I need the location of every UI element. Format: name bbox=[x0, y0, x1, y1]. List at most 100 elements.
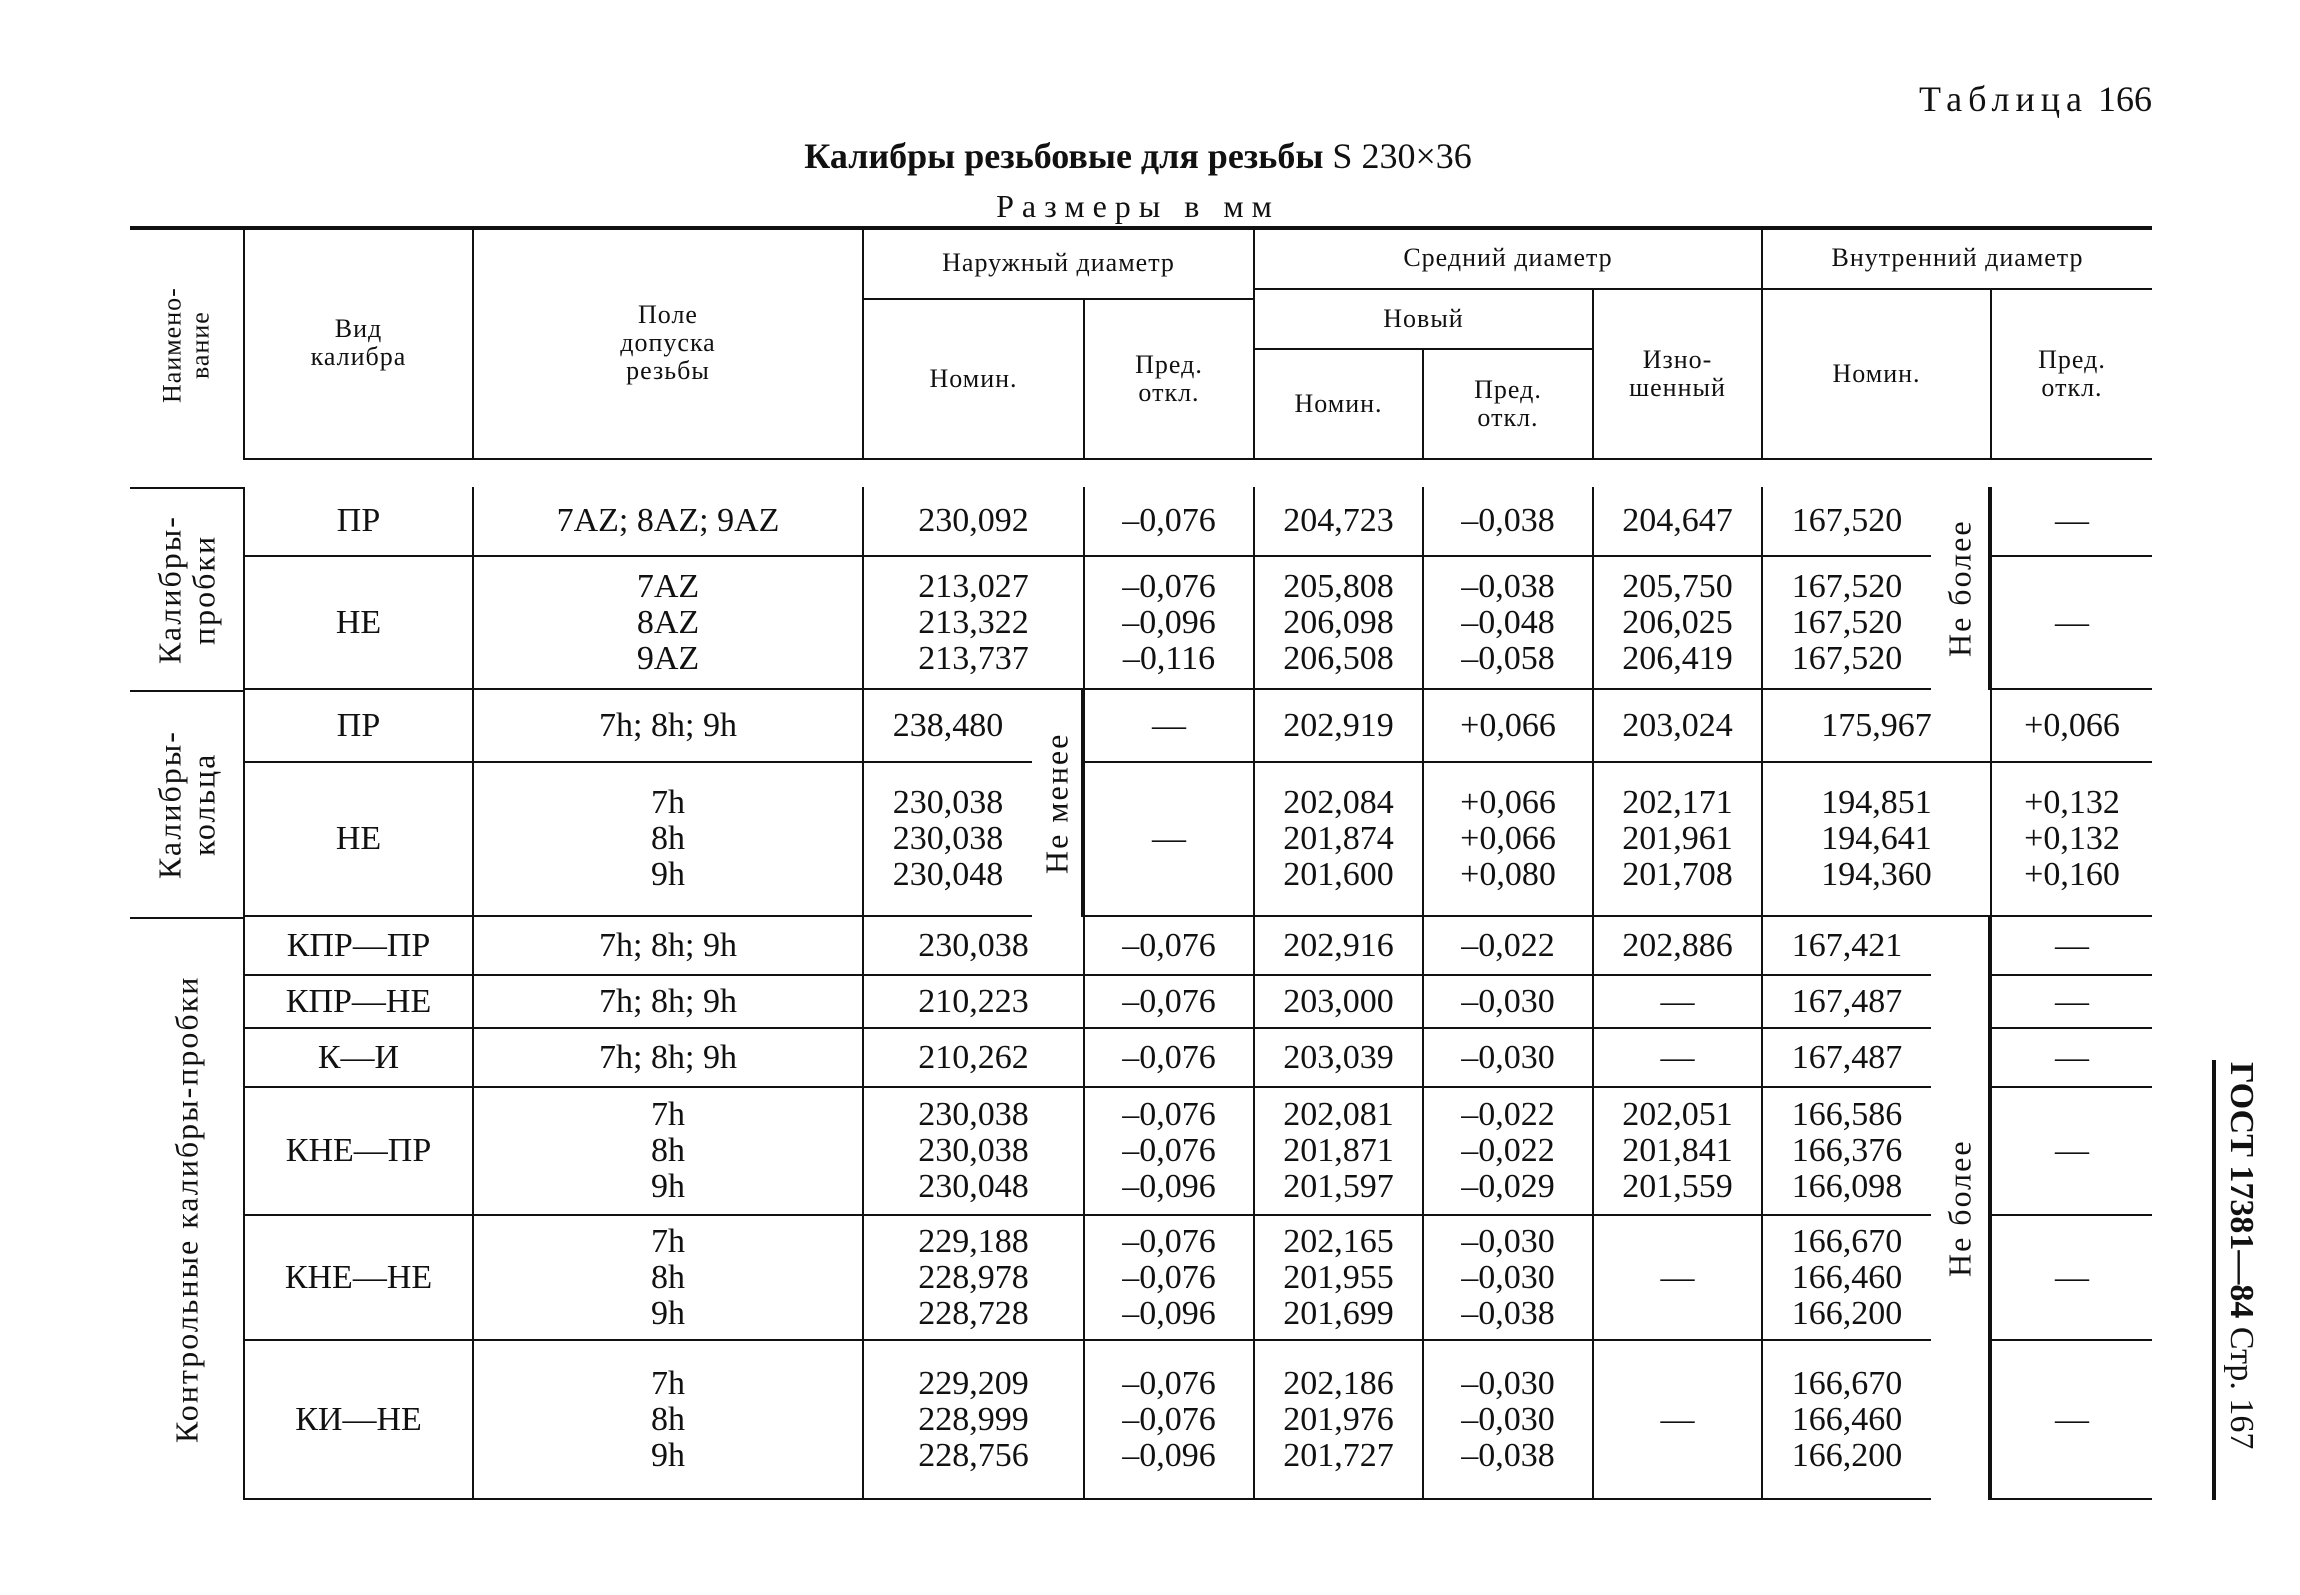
table-top-rule bbox=[130, 226, 2152, 230]
table-cell-outer-nom: 210,223 bbox=[862, 976, 1083, 1029]
table-cell-inner-dev: — bbox=[1990, 1029, 2152, 1088]
table-cell-mid-nom: 202,084 201,874 201,600 bbox=[1253, 763, 1422, 917]
table-cell-outer-dev: –0,076 bbox=[1083, 1029, 1253, 1088]
table-cell-outer-nom: 230,038 230,038 230,048 bbox=[862, 763, 1032, 917]
table-cell-outer-nom: 238,480 bbox=[862, 690, 1032, 763]
table-cell-tolerance: 7h 8h 9h bbox=[472, 763, 862, 917]
table-cell-inner-dev: — bbox=[1990, 1088, 2152, 1216]
table-cell-tolerance: 7AZ 8AZ 9AZ bbox=[472, 557, 862, 690]
header-tolerance-field: Поле допуска резьбы bbox=[472, 228, 862, 460]
header-pitch-new: Новый bbox=[1253, 290, 1592, 350]
header-pitch-deviation: Пред. откл. bbox=[1422, 350, 1592, 460]
table-cell-outer-dev: –0,076 bbox=[1083, 976, 1253, 1029]
table-cell-mid-dev: –0,038 bbox=[1422, 487, 1592, 557]
standard-number: ГОСТ 17381—84 bbox=[2223, 1062, 2260, 1319]
header-outer-diameter: Наружный диаметр bbox=[862, 228, 1253, 300]
table-cell-type: КПР—ПР bbox=[243, 917, 472, 976]
table-title: Калибры резьбовые для резьбы S 230×36 bbox=[0, 135, 2276, 177]
table-cell-inner-dev: +0,066 bbox=[1990, 690, 2152, 763]
table-cell-inner-nom: 167,520 167,520 167,520 bbox=[1761, 557, 1931, 690]
table-cell-inner-dev: — bbox=[1990, 976, 2152, 1029]
table-cell-tolerance: 7h; 8h; 9h bbox=[472, 976, 862, 1029]
table-cell-mid-dev: –0,022 bbox=[1422, 917, 1592, 976]
table-cell-outer-nom: 210,262 bbox=[862, 1029, 1083, 1088]
table-label-text: Таблица bbox=[1919, 79, 2088, 119]
table-cell-outer-dev: –0,076 –0,076 –0,096 bbox=[1083, 1216, 1253, 1341]
table-cell-mid-nom: 202,081 201,871 201,597 bbox=[1253, 1088, 1422, 1216]
table-cell-tolerance: 7h; 8h; 9h bbox=[472, 1029, 862, 1088]
table-cell-worn: — bbox=[1592, 1216, 1761, 1341]
note-not-more: Не более bbox=[1931, 917, 1990, 1500]
header-outer-nominal: Номин. bbox=[862, 300, 1083, 460]
header-pitch-diameter: Средний диаметр bbox=[1253, 228, 1761, 290]
table-cell-inner-dev: — bbox=[1990, 1216, 2152, 1341]
units-caption: Размеры в мм bbox=[996, 188, 1280, 224]
table-cell-inner-nom: 167,487 bbox=[1761, 1029, 1931, 1088]
table-cell-tolerance: 7h; 8h; 9h bbox=[472, 917, 862, 976]
table-cell-worn: 202,051 201,841 201,559 bbox=[1592, 1088, 1761, 1216]
table-cell-outer-nom: 230,038 bbox=[862, 917, 1083, 976]
table-cell-mid-dev: –0,022 –0,022 –0,029 bbox=[1422, 1088, 1592, 1216]
table-cell-tolerance: 7h 8h 9h bbox=[472, 1088, 862, 1216]
table-cell-mid-nom: 202,916 bbox=[1253, 917, 1422, 976]
table-cell-mid-nom: 205,808 206,098 206,508 bbox=[1253, 557, 1422, 690]
table-cell-inner-nom: 167,520 bbox=[1761, 487, 1931, 557]
table-cell-outer-dev: –0,076 –0,096 –0,116 bbox=[1083, 557, 1253, 690]
table-cell-outer-dev: — bbox=[1083, 763, 1253, 917]
header-pitch-nominal: Номин. bbox=[1253, 350, 1422, 460]
note-not-more: Не более bbox=[1931, 487, 1990, 690]
group-label: Контрольные калибры-пробки bbox=[130, 917, 243, 1500]
table-cell-worn: 202,886 bbox=[1592, 917, 1761, 976]
table-number: 166 bbox=[2098, 79, 2152, 119]
table-cell-mid-dev: –0,030 –0,030 –0,038 bbox=[1422, 1341, 1592, 1500]
table-cell-type: НЕ bbox=[243, 763, 472, 917]
side-rule bbox=[2212, 1060, 2266, 1500]
table-cell-mid-dev: –0,030 –0,030 –0,038 bbox=[1422, 1216, 1592, 1341]
table-cell-outer-dev: — bbox=[1083, 690, 1253, 763]
table-cell-outer-dev: –0,076 bbox=[1083, 487, 1253, 557]
table-cell-outer-dev: –0,076 –0,076 –0,096 bbox=[1083, 1341, 1253, 1500]
table-cell-inner-nom: 167,487 bbox=[1761, 976, 1931, 1029]
table-cell-inner-nom: 175,967 bbox=[1761, 690, 1990, 763]
table-cell-inner-nom: 194,851 194,641 194,360 bbox=[1761, 763, 1990, 917]
table-cell-inner-nom: 166,586 166,376 166,098 bbox=[1761, 1088, 1931, 1216]
table-cell-mid-dev: –0,030 bbox=[1422, 976, 1592, 1029]
note-not-less: Не менее bbox=[1032, 690, 1083, 917]
header-outer-deviation: Пред. откл. bbox=[1083, 300, 1253, 460]
table-cell-outer-nom: 230,038 230,038 230,048 bbox=[862, 1088, 1083, 1216]
table-cell-outer-dev: –0,076 –0,076 –0,096 bbox=[1083, 1088, 1253, 1216]
header-gauge-type: Вид калибра bbox=[243, 228, 472, 460]
table-cell-inner-nom: 166,670 166,460 166,200 bbox=[1761, 1216, 1931, 1341]
table-cell-inner-nom: 166,670 166,460 166,200 bbox=[1761, 1341, 1931, 1500]
header-inner-nominal: Номин. bbox=[1761, 290, 1990, 460]
group-label: Калибры- кольца bbox=[130, 690, 243, 917]
table-cell-outer-nom: 229,188 228,978 228,728 bbox=[862, 1216, 1083, 1341]
table-cell-mid-dev: –0,038 –0,048 –0,058 bbox=[1422, 557, 1592, 690]
table-cell-mid-dev: +0,066 +0,066 +0,080 bbox=[1422, 763, 1592, 917]
table-cell-mid-dev: –0,030 bbox=[1422, 1029, 1592, 1088]
table-cell-mid-dev: +0,066 bbox=[1422, 690, 1592, 763]
table-cell-mid-nom: 203,000 bbox=[1253, 976, 1422, 1029]
table-cell-worn: 203,024 bbox=[1592, 690, 1761, 763]
table-cell-type: ПР bbox=[243, 690, 472, 763]
table-cell-inner-dev: — bbox=[1990, 1341, 2152, 1500]
table-cell-worn: — bbox=[1592, 976, 1761, 1029]
table-cell-outer-dev: –0,076 bbox=[1083, 917, 1253, 976]
table-cell-worn: 202,171 201,961 201,708 bbox=[1592, 763, 1761, 917]
table-cell-inner-dev: — bbox=[1990, 487, 2152, 557]
table-cell-mid-nom: 204,723 bbox=[1253, 487, 1422, 557]
table-cell-inner-nom: 167,421 bbox=[1761, 917, 1931, 976]
table-cell-tolerance: 7AZ; 8AZ; 9AZ bbox=[472, 487, 862, 557]
table-cell-worn: 205,750 206,025 206,419 bbox=[1592, 557, 1761, 690]
table-cell-type: КПР—НЕ bbox=[243, 976, 472, 1029]
side-running-head: ГОСТ 17381—84 Стр. 167 bbox=[2222, 1062, 2260, 1449]
thread-designation: S 230×36 bbox=[1332, 136, 1472, 176]
table-cell-tolerance: 7h 8h 9h bbox=[472, 1341, 862, 1500]
header-inner-diameter: Внутренний диаметр bbox=[1761, 228, 2152, 290]
table-cell-mid-nom: 202,919 bbox=[1253, 690, 1422, 763]
table-cell-type: КНЕ—ПР bbox=[243, 1088, 472, 1216]
table-cell-tolerance: 7h 8h 9h bbox=[472, 1216, 862, 1341]
table-cell-inner-dev: +0,132 +0,132 +0,160 bbox=[1990, 763, 2152, 917]
table-cell-inner-dev: — bbox=[1990, 917, 2152, 976]
table-cell-type: КИ—НЕ bbox=[243, 1341, 472, 1500]
